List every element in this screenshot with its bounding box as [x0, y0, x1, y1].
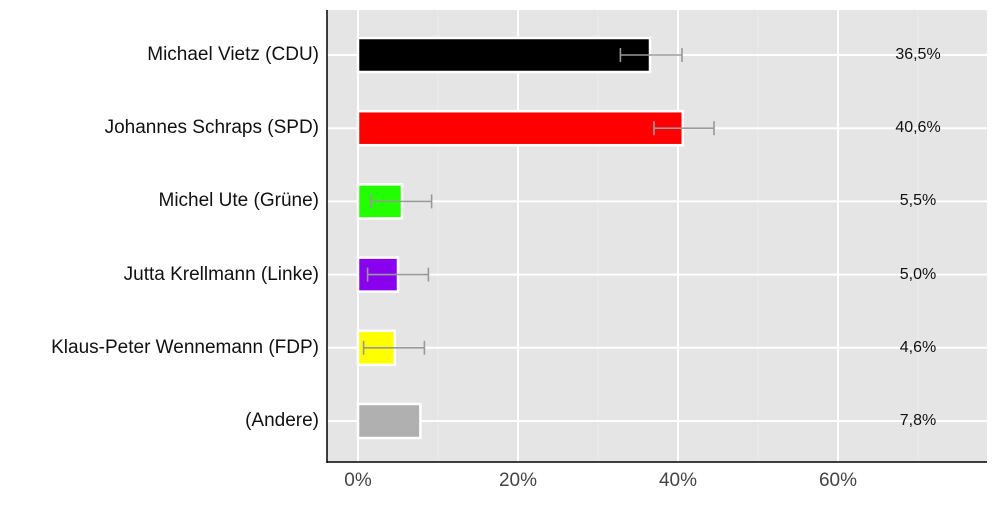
x-tick-label: 20% — [498, 470, 538, 491]
bar — [356, 109, 685, 147]
x-tick-label: 0% — [344, 470, 372, 491]
value-label: 4,6% — [899, 338, 937, 356]
category-label: Johannes Schraps (SPD) — [104, 117, 319, 139]
x-tick-label: 60% — [818, 470, 858, 491]
bar — [356, 36, 652, 74]
plot-panel — [327, 10, 987, 462]
value-label: 5,0% — [899, 265, 937, 283]
category-label: (Andere) — [245, 410, 319, 431]
bar — [356, 402, 422, 440]
category-label: Klaus-Peter Wennemann (FDP) — [51, 336, 319, 358]
value-label: 40,6% — [895, 119, 941, 137]
category-label: Michael Vietz (CDU) — [147, 44, 319, 65]
x-tick-label: 40% — [658, 470, 698, 491]
value-label: 7,8% — [899, 412, 937, 429]
value-label: 36,5% — [895, 46, 941, 63]
value-label: 5,5% — [899, 192, 937, 210]
category-label: Michel Ute (Grüne) — [158, 190, 320, 212]
category-label: Jutta Krellmann (Linke) — [123, 263, 319, 285]
